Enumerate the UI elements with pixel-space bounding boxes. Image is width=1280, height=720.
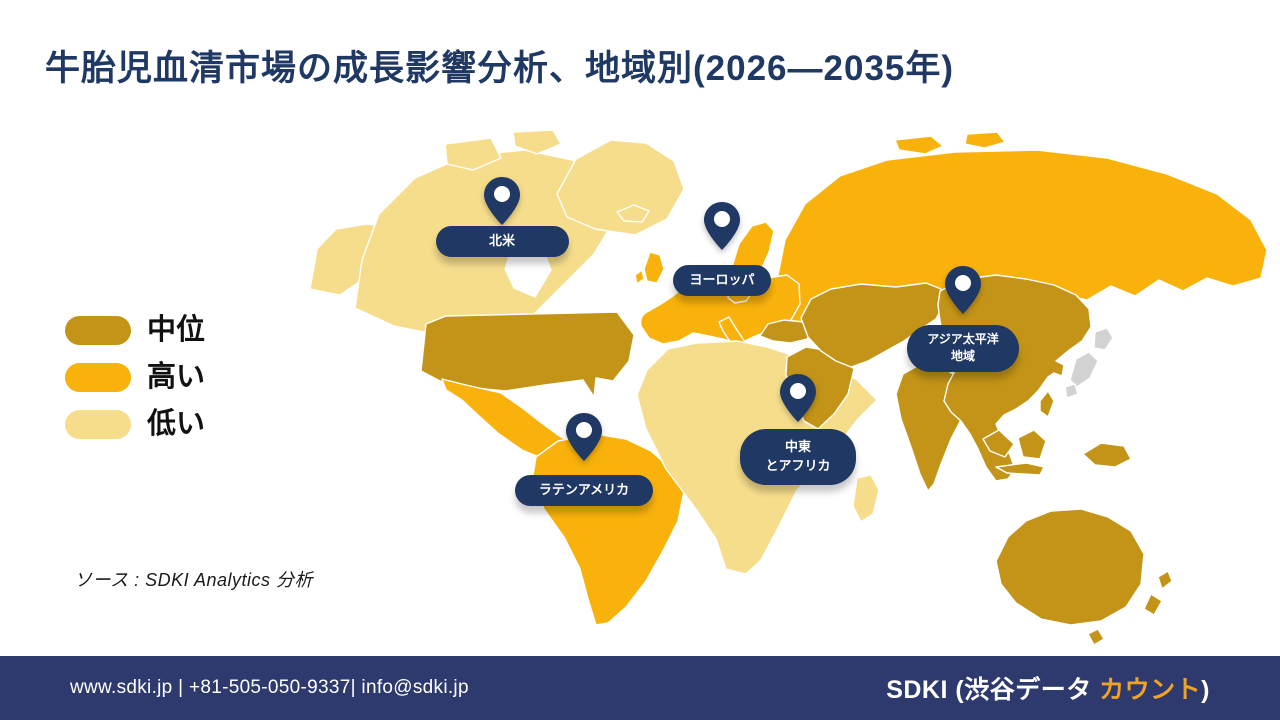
map-area-japan: [1069, 351, 1099, 388]
legend-item-medium: 中位: [65, 316, 205, 345]
region-pin-north-america: 北米: [417, 177, 587, 257]
map-area-canadian-islands: [512, 129, 562, 155]
region-pin-middle-east-africa: 中東 とアフリカ: [713, 374, 883, 485]
legend-swatch-low: [65, 410, 131, 439]
brand-prefix: SDKI (渋谷データ: [886, 676, 1100, 704]
map-pin-icon: [945, 266, 981, 314]
map-area-philippines: [1039, 390, 1055, 418]
region-label-middle-east-africa: 中東 とアフリカ: [740, 429, 856, 485]
map-area-new-guinea: [1082, 442, 1132, 468]
region-pin-latin-america: ラテンアメリカ: [499, 413, 669, 506]
map-area-tasmania: [1087, 628, 1105, 646]
map-area-japan: [1064, 383, 1079, 399]
map-area-borneo: [1017, 429, 1047, 460]
map-area-uk: [643, 251, 665, 284]
map-area-ireland: [634, 269, 645, 285]
map-area-australia: [995, 508, 1145, 626]
legend-item-high: 高い: [65, 363, 205, 392]
legend-label-low: 低い: [147, 408, 206, 440]
region-label-text: 北米: [488, 233, 515, 248]
map-area-arctic-island: [964, 131, 1006, 149]
region-label-text: 中東: [784, 439, 811, 454]
map-pin-icon: [566, 413, 602, 461]
region-label-europe: ヨーロッパ: [673, 265, 771, 296]
region-label-north-america: 北米: [435, 226, 569, 257]
region-label-text: とアフリカ: [765, 457, 831, 473]
map-area-greenland: [556, 139, 685, 236]
map-pin-icon: [780, 374, 816, 422]
map-area-iceland: [616, 204, 650, 223]
legend-swatch-high: [65, 363, 131, 392]
map-area-japan: [1093, 327, 1114, 351]
map-area-new-zealand: [1143, 593, 1163, 616]
region-pin-europe: ヨーロッパ: [637, 202, 807, 296]
map-area-canadian-islands: [444, 137, 502, 171]
legend-swatch-medium: [65, 316, 131, 345]
legend-item-low: 低い: [65, 410, 205, 439]
legend-label-medium: 中位: [147, 314, 206, 346]
brand-suffix: ): [1201, 676, 1210, 704]
region-label-text: ラテンアメリカ: [538, 482, 630, 497]
footer-contact: www.sdki.jp | +81-505-050-9337| info@sdk…: [70, 677, 469, 698]
map-area-sumatra: [982, 429, 1015, 458]
region-label-text: ヨーロッパ: [689, 272, 755, 287]
map-area-java: [995, 462, 1045, 476]
source-note: ソース : SDKI Analytics 分析: [74, 570, 313, 590]
map-area-central-asia: [800, 282, 945, 368]
map-pin-icon: [484, 177, 520, 225]
region-label-text: アジア太平洋: [927, 332, 999, 346]
footer-brand: SDKI (渋谷データ カウント): [886, 670, 1210, 706]
region-pin-asia-pacific: アジア太平洋 地域: [878, 266, 1048, 372]
region-label-text: 地域: [950, 349, 975, 364]
legend-label-high: 高い: [147, 361, 206, 393]
page-title: 牛胎児血清市場の成長影響分析、地域別(2026—2035年): [45, 49, 955, 88]
region-label-latin-america: ラテンアメリカ: [515, 475, 653, 506]
map-area-arctic-island: [894, 135, 944, 155]
map-area-madagascar: [852, 474, 880, 523]
legend: 中位 高い 低い: [65, 316, 205, 457]
map-pin-icon: [704, 202, 740, 250]
region-label-asia-pacific: アジア太平洋 地域: [907, 325, 1019, 372]
map-area-new-zealand: [1157, 570, 1173, 590]
footer-bar: www.sdki.jp | +81-505-050-9337| info@sdk…: [0, 656, 1280, 720]
brand-highlight: カウント: [1099, 676, 1202, 704]
